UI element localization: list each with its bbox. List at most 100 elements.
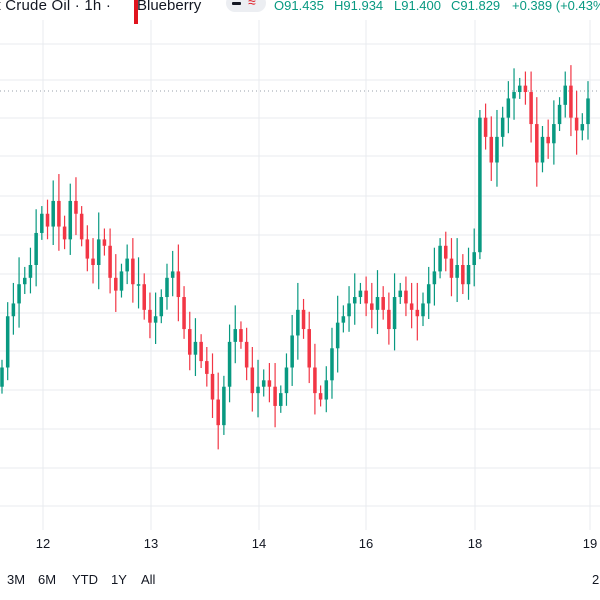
candle-body (159, 297, 164, 317)
candle-body (11, 303, 16, 317)
candle-body (216, 399, 220, 426)
ohlc-low: L91.400 (394, 0, 441, 13)
candle (102, 228, 107, 256)
candle (347, 286, 351, 332)
candle-body (517, 85, 522, 93)
candle-body (153, 316, 158, 323)
x-tick-label: 13 (144, 536, 158, 551)
candle (256, 359, 260, 418)
candle (330, 327, 334, 399)
broker-name[interactable]: Blueberry (137, 0, 202, 14)
candle-body (108, 245, 112, 278)
candle-body (17, 284, 21, 304)
candle-body (330, 348, 334, 381)
candle-body (426, 284, 431, 304)
candle (495, 109, 499, 187)
candle-body (444, 245, 448, 259)
candle (62, 215, 67, 250)
candle (313, 343, 317, 415)
candle (199, 334, 203, 369)
candle (136, 257, 141, 309)
candle (222, 375, 226, 435)
candle-body (165, 277, 169, 298)
candle (153, 292, 158, 344)
candle (466, 247, 471, 300)
candle-body (22, 277, 27, 285)
timeframe-3m[interactable]: 3M (7, 572, 26, 587)
candle (387, 292, 391, 345)
candle (159, 289, 164, 324)
candle (506, 81, 511, 134)
candle (563, 71, 568, 118)
candle-body (535, 124, 539, 163)
candle-body (250, 367, 255, 394)
candle (131, 238, 135, 303)
candle-body (557, 104, 562, 125)
candle-body (28, 265, 33, 278)
candle (22, 266, 27, 295)
candle-body (273, 386, 277, 406)
candle-body (57, 200, 61, 227)
candle (273, 363, 277, 428)
candle-body (193, 341, 198, 355)
candle (557, 97, 562, 131)
symbol-title[interactable]: nt Crude Oil · 1h · (0, 0, 112, 14)
candle (96, 212, 101, 290)
candle (239, 321, 243, 349)
candle (540, 125, 545, 173)
candle-body (199, 341, 203, 362)
candle-body (540, 136, 545, 163)
candle-body (478, 117, 482, 253)
candle-body (500, 117, 505, 137)
timeframe-all[interactable]: All (141, 572, 156, 587)
candle-body (586, 98, 590, 125)
candle (398, 282, 403, 304)
ohlc-close-value: 91.829 (460, 0, 501, 13)
ohlc-high-label: H (334, 0, 344, 13)
indicator-pill[interactable]: ≈ (226, 0, 266, 12)
candle (455, 238, 459, 303)
minus-icon[interactable] (232, 2, 241, 5)
candle-body (0, 367, 4, 387)
waves-icon[interactable]: ≈ (248, 0, 256, 10)
candle-body (239, 329, 243, 342)
candle-body (307, 329, 311, 368)
candle-body (529, 92, 533, 125)
candle-body (279, 393, 283, 406)
candle (284, 353, 289, 406)
candle-body (187, 329, 192, 355)
candle (404, 276, 408, 317)
candle (250, 347, 255, 412)
candle (290, 314, 294, 386)
candle (444, 231, 448, 272)
candle (500, 106, 505, 147)
candle (148, 292, 152, 339)
candle-body (182, 297, 186, 330)
candle (438, 238, 442, 279)
candle-body (318, 393, 323, 400)
candle-body (358, 290, 363, 298)
candle (426, 266, 431, 320)
timeframe-6m[interactable]: 6M (38, 572, 57, 587)
candle (91, 238, 95, 284)
candle (261, 369, 266, 397)
x-axis-ticks: 12 13 14 16 18 19 (36, 536, 597, 551)
timeframe-1y[interactable]: 1Y (111, 572, 127, 587)
timeframe-ytd[interactable]: YTD (72, 572, 98, 587)
candle (11, 282, 16, 335)
candle-body (296, 309, 300, 336)
candle (267, 363, 272, 403)
candle (108, 228, 112, 294)
candle-body (125, 258, 129, 272)
candle-body (227, 341, 232, 387)
candle (57, 174, 61, 251)
ohlc-high-value: 91.934 (343, 0, 384, 13)
candle (227, 324, 232, 403)
candle-body (68, 200, 73, 240)
x-tick-label: 14 (252, 536, 266, 551)
candle (17, 257, 21, 328)
candle (296, 282, 300, 360)
candle (170, 250, 175, 297)
